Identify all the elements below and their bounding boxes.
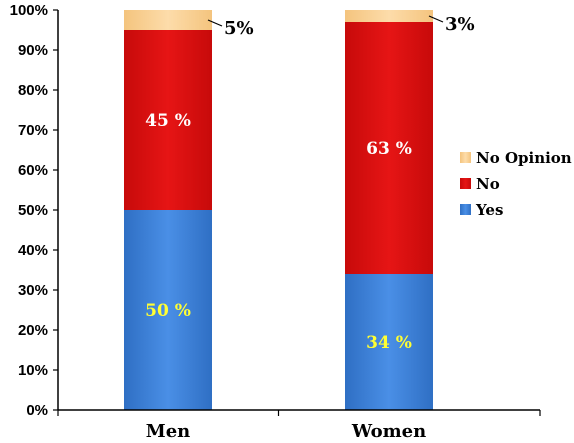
legend-label-no-opinion: No Opinion [476,149,572,167]
y-tick-label: 100% [10,2,48,19]
legend-label-yes: Yes [475,201,503,219]
data-label-women-yes: 34 % [366,333,412,353]
x-tick-label-women: Women [351,421,426,442]
legend-swatch-no-opinion [460,152,471,163]
data-label-men-no: 45 % [145,111,191,131]
y-tick-label: 0% [26,402,48,419]
bar-women-yes [345,274,433,410]
legend-swatch-yes [460,204,471,215]
data-label-women-no: 63 % [366,139,412,159]
bars-layer [124,10,433,410]
x-tick-label-men: Men [146,421,190,442]
legend-label-no: No [476,175,500,193]
bar-men-yes [124,210,212,410]
legend: No Opinion No Yes [460,149,572,219]
bar-men-no-opinion [124,10,212,30]
legend-swatch-no [460,178,471,189]
callout-line-men [207,19,223,27]
data-label-women-no-opinion: 3% [445,14,475,35]
y-tick-label: 20% [18,322,48,339]
y-tick-label: 70% [18,122,48,139]
labels-layer: 50 % 45 % 5% 34 % 63 % 3% [145,14,475,353]
data-label-men-no-opinion: 5% [224,18,254,39]
y-tick-label: 10% [18,362,48,379]
bar-women-no [345,22,433,274]
bar-women-no-opinion [345,10,433,22]
y-tick-label: 50% [18,202,48,219]
callout-line-women [428,15,444,23]
bar-men-no [124,30,212,210]
y-tick-label: 80% [18,82,48,99]
data-label-men-yes: 50 % [145,301,191,321]
y-tick-label: 60% [18,162,48,179]
y-tick-label: 30% [18,282,48,299]
y-tick-label: 90% [18,42,48,59]
axis-layer: 0% 10% 20% 30% 40% 50% 60% 70% 80% 90% 100% Men Wome… [10,2,541,442]
y-tick-label: 40% [18,242,48,259]
